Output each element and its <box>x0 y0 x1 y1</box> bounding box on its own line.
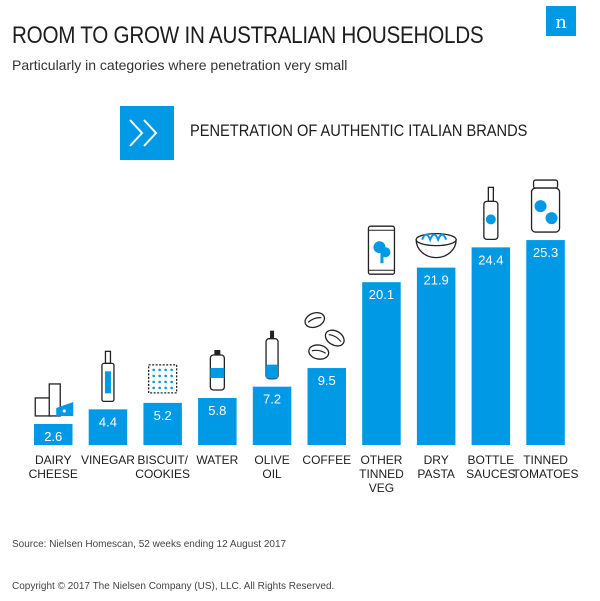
bar <box>526 240 565 445</box>
category-label: OIL <box>262 467 282 481</box>
category-label: VINEGAR <box>81 453 135 467</box>
data-label: 24.4 <box>478 252 503 267</box>
category-icons <box>34 179 561 417</box>
bar <box>198 398 237 445</box>
double-chevron-icon <box>129 119 158 147</box>
vinegar-bottle-icon <box>101 350 115 403</box>
bar <box>416 267 456 445</box>
category-label: OLIVE <box>254 453 289 467</box>
chart-title: PENETRATION OF AUTHENTIC ITALIAN BRANDS <box>190 121 528 140</box>
data-label: 2.6 <box>44 429 62 444</box>
coffee-beans-icon <box>304 311 345 360</box>
bars: 2.6 4.4 5.2 5.8 7.2 9.5 20.1 21.9 24.4 25.3 <box>34 240 565 445</box>
data-label: 9.5 <box>318 373 336 388</box>
category-label: SAUCES <box>466 467 515 481</box>
category-label: COFFEE <box>302 453 351 467</box>
copyright-note: Copyright © 2017 The Nielsen Company (US… <box>12 581 335 592</box>
data-label: 5.8 <box>208 403 226 418</box>
data-label: 7.2 <box>263 392 281 407</box>
water-bottle-icon <box>209 350 226 391</box>
category-label: BOTTLE <box>468 453 515 467</box>
bar <box>252 386 292 445</box>
category-label: BISCUIT/ <box>137 453 188 467</box>
category-label: PASTA <box>417 467 455 481</box>
bar <box>362 282 401 445</box>
category-label: VEG <box>369 481 394 495</box>
source-note: Source: Nielsen Homescan, 52 weeks endin… <box>12 539 287 550</box>
data-label: 25.3 <box>533 245 558 260</box>
bar <box>307 368 346 445</box>
chevron-badge <box>120 106 174 160</box>
pasta-bowl-icon <box>415 232 457 259</box>
nielsen-logo: n <box>546 6 576 36</box>
tomato-jar-icon <box>530 179 561 233</box>
data-label: 21.9 <box>423 273 448 288</box>
sauce-bottle-icon <box>483 186 499 241</box>
category-label: CHEESE <box>29 467 78 481</box>
bar <box>88 409 128 445</box>
bar <box>34 423 73 445</box>
olive-oil-bottle-icon <box>265 330 279 380</box>
category-label: OTHER <box>360 453 402 467</box>
data-label: 20.1 <box>369 287 394 302</box>
category-label: TINNED <box>359 467 404 481</box>
category-label: DAIRY <box>35 453 71 467</box>
category-label: DRY <box>424 453 449 467</box>
biscuit-icon <box>147 364 178 394</box>
bar <box>143 402 182 445</box>
data-label: 5.2 <box>154 408 172 423</box>
logo-letter: n <box>555 12 567 33</box>
page-title: ROOM TO GROW IN AUSTRALIAN HOUSEHOLDS <box>12 22 484 49</box>
bar-chart: 2.6 4.4 5.2 5.8 7.2 9.5 20.1 21.9 24.4 25.3 DAIRY… <box>29 179 579 495</box>
veg-can-icon <box>367 225 396 275</box>
data-label: 4.4 <box>99 414 117 429</box>
category-label: WATER <box>196 453 238 467</box>
category-label: TINNED <box>523 453 568 467</box>
page-subtitle: Particularly in categories where penetra… <box>12 57 348 73</box>
category-label: COOKIES <box>135 467 190 481</box>
cheese-icon <box>34 383 74 417</box>
logo-icon: n <box>555 12 567 33</box>
category-label: TOMATOES <box>513 467 579 481</box>
bar <box>471 247 511 445</box>
